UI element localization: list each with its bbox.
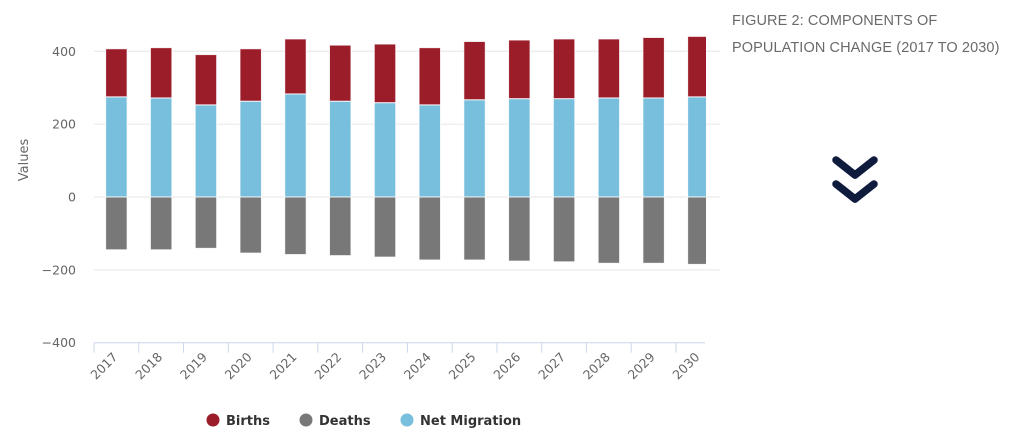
bar-net-migration-2020[interactable] — [239, 100, 262, 198]
bar-net-migration-2018[interactable] — [149, 97, 173, 198]
bar-deaths-2017[interactable] — [105, 196, 128, 251]
bar-net-migration-2027[interactable] — [552, 98, 576, 198]
x-tick-label: 2019 — [177, 349, 210, 382]
bar-births-2019[interactable] — [194, 54, 218, 106]
legend-label: Deaths — [319, 414, 371, 429]
legend-item-births[interactable]: Births — [206, 413, 271, 430]
bar-births-2030[interactable] — [687, 35, 710, 98]
bar-deaths-2026[interactable] — [508, 196, 531, 262]
bar-net-migration-2021[interactable] — [284, 93, 307, 198]
bar-net-migration-2026[interactable] — [508, 98, 531, 198]
bar-net-migration-2024[interactable] — [418, 104, 442, 198]
bar-births-2029[interactable] — [642, 36, 665, 99]
bar-net-migration-2017[interactable] — [105, 96, 128, 198]
bar-deaths-2027[interactable] — [552, 196, 576, 263]
x-tick-label: 2017 — [87, 349, 120, 382]
bar-net-migration-2029[interactable] — [642, 97, 665, 198]
bar-births-2028[interactable] — [597, 38, 621, 99]
bar-net-migration-2022[interactable] — [328, 100, 352, 198]
bar-births-2024[interactable] — [418, 47, 442, 106]
x-tick-label: 2022 — [311, 349, 344, 382]
bar-deaths-2021[interactable] — [284, 196, 307, 256]
x-tick-label: 2030 — [669, 349, 702, 382]
bars — [105, 35, 710, 265]
bar-net-migration-2023[interactable] — [373, 102, 397, 198]
legend-marker — [206, 413, 220, 427]
bar-births-2021[interactable] — [284, 38, 307, 95]
x-tick-label: 2020 — [222, 349, 255, 382]
y-tick-label: 400 — [52, 44, 76, 59]
bar-net-migration-2030[interactable] — [687, 96, 710, 198]
figure-title-line-1: FIGURE 2: COMPONENTS OF — [732, 13, 938, 29]
double-chevron-down-icon — [832, 156, 878, 203]
bar-births-2027[interactable] — [552, 38, 576, 100]
bar-deaths-2020[interactable] — [239, 196, 262, 254]
legend-item-net-migration[interactable]: Net Migration — [400, 413, 522, 430]
x-tick-label: 2018 — [132, 349, 165, 382]
scroll-down-button[interactable] — [828, 152, 884, 210]
bar-deaths-2024[interactable] — [418, 196, 442, 261]
bar-deaths-2028[interactable] — [597, 196, 621, 264]
legend-label: Net Migration — [420, 414, 521, 429]
bar-deaths-2029[interactable] — [642, 196, 665, 264]
bar-births-2018[interactable] — [149, 47, 173, 99]
gridlines — [94, 50, 720, 271]
bar-net-migration-2019[interactable] — [194, 104, 218, 198]
x-tick-label: 2025 — [446, 349, 479, 382]
bar-deaths-2018[interactable] — [149, 196, 173, 251]
bar-births-2017[interactable] — [105, 48, 128, 98]
legend-label: Births — [226, 414, 270, 429]
legend-marker — [400, 413, 414, 427]
y-tick-label: −200 — [42, 262, 76, 277]
x-tick-label: 2027 — [535, 349, 568, 382]
legend-marker — [299, 413, 313, 427]
legend-item-deaths[interactable]: Deaths — [299, 413, 371, 430]
x-axis: 2017 2018 2019 2020 2021 2022 2023 2024 2025 2026… — [87, 342, 705, 382]
y-tick-label: 0 — [68, 190, 76, 205]
bar-net-migration-2025[interactable] — [463, 99, 486, 198]
x-tick-label: 2028 — [580, 349, 613, 382]
x-tick-label: 2021 — [266, 349, 299, 382]
x-tick-label: 2024 — [401, 349, 434, 382]
bar-births-2025[interactable] — [463, 40, 486, 101]
bar-births-2023[interactable] — [373, 43, 397, 104]
y-tick-label: 200 — [52, 117, 76, 132]
bar-deaths-2025[interactable] — [463, 196, 486, 261]
bar-births-2022[interactable] — [328, 44, 352, 102]
x-tick-label: 2026 — [490, 349, 523, 382]
x-tick-label: 2023 — [356, 349, 389, 382]
y-tick-label: −400 — [42, 335, 76, 350]
legend: Births Deaths Net Migration — [206, 413, 522, 430]
bar-net-migration-2028[interactable] — [597, 97, 621, 198]
figure-title-line-2: POPULATION CHANGE (2017 TO 2030) — [732, 40, 1000, 56]
bar-deaths-2023[interactable] — [373, 196, 397, 258]
y-axis-labels: 400 200 0 −200 −400 — [42, 44, 76, 350]
bar-births-2026[interactable] — [508, 39, 531, 100]
figure-title: FIGURE 2: COMPONENTS OF POPULATION CHANG… — [732, 8, 1022, 62]
bar-births-2020[interactable] — [239, 48, 262, 102]
bar-deaths-2030[interactable] — [687, 196, 710, 265]
y-axis-title: Values — [17, 139, 32, 182]
x-tick-label: 2029 — [625, 349, 658, 382]
bar-deaths-2019[interactable] — [194, 196, 218, 249]
bar-deaths-2022[interactable] — [328, 196, 352, 257]
